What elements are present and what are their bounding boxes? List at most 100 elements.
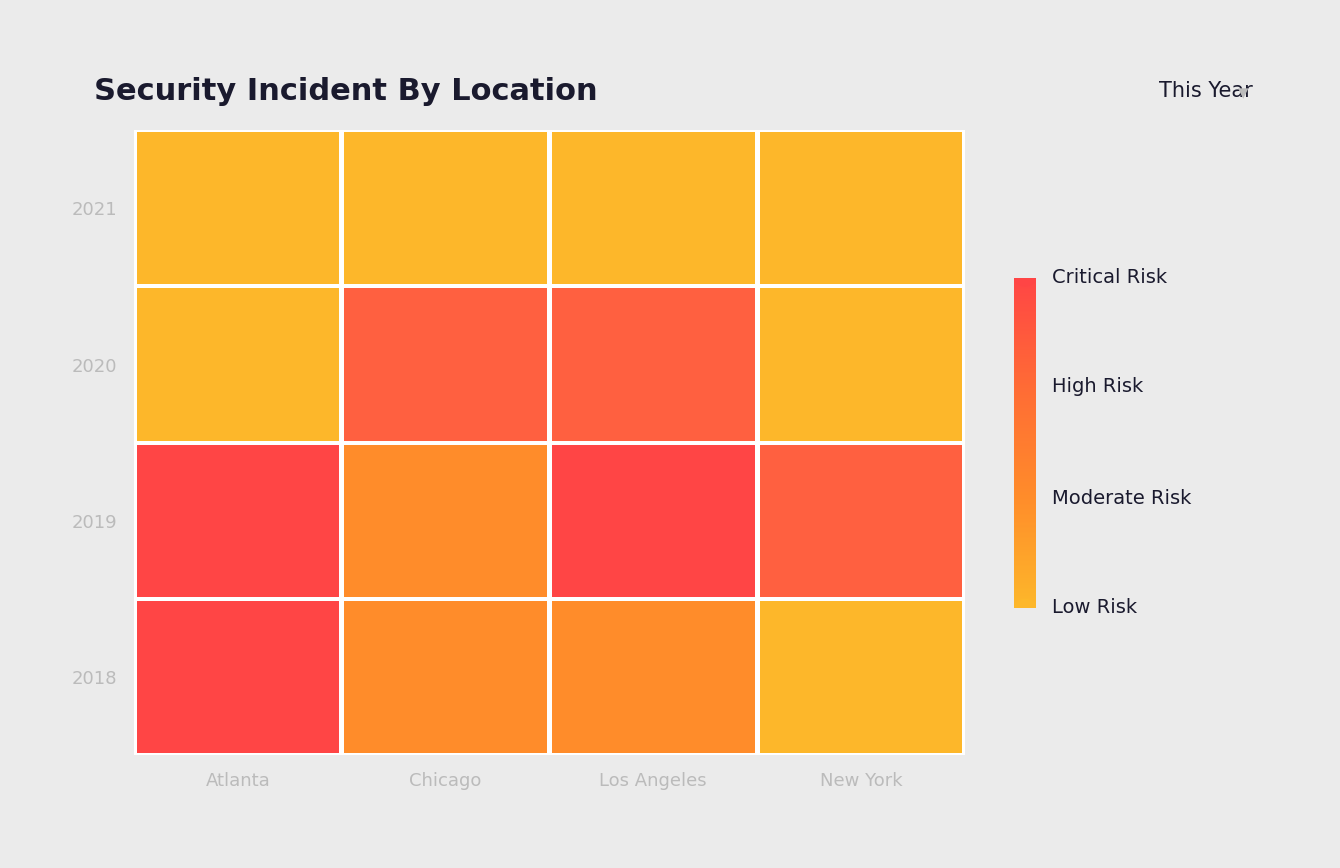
Bar bbox=[1014, 351, 1036, 352]
Bar bbox=[1014, 530, 1036, 532]
Bar bbox=[1014, 316, 1036, 318]
Bar bbox=[1014, 443, 1036, 444]
Bar bbox=[344, 132, 547, 285]
Bar bbox=[1014, 355, 1036, 357]
Bar bbox=[1014, 536, 1036, 538]
Bar bbox=[1014, 417, 1036, 418]
Bar bbox=[1014, 602, 1036, 604]
Bar bbox=[1014, 378, 1036, 380]
Bar bbox=[1014, 281, 1036, 283]
Bar bbox=[1014, 543, 1036, 545]
Bar bbox=[1014, 556, 1036, 558]
Bar bbox=[1014, 446, 1036, 448]
Bar bbox=[1014, 373, 1036, 375]
Bar bbox=[1014, 421, 1036, 423]
Bar bbox=[1014, 360, 1036, 362]
Bar bbox=[1014, 388, 1036, 390]
Bar bbox=[1014, 340, 1036, 342]
Bar bbox=[1014, 444, 1036, 446]
Bar bbox=[1014, 303, 1036, 304]
Bar bbox=[1014, 327, 1036, 329]
Bar bbox=[1014, 575, 1036, 576]
Bar bbox=[1014, 503, 1036, 505]
Bar bbox=[1014, 382, 1036, 384]
Bar bbox=[1014, 402, 1036, 403]
Bar bbox=[1014, 551, 1036, 553]
Bar bbox=[1014, 393, 1036, 395]
Bar bbox=[1014, 301, 1036, 303]
Bar bbox=[1014, 320, 1036, 322]
Bar bbox=[1014, 522, 1036, 523]
Bar bbox=[1014, 293, 1036, 294]
Bar bbox=[1014, 533, 1036, 535]
Bar bbox=[1014, 582, 1036, 583]
Bar bbox=[1014, 413, 1036, 415]
Bar bbox=[1014, 571, 1036, 573]
Bar bbox=[1014, 558, 1036, 560]
Bar bbox=[1014, 562, 1036, 563]
Bar bbox=[1014, 365, 1036, 367]
Bar bbox=[1014, 291, 1036, 293]
Bar bbox=[1014, 560, 1036, 562]
Bar bbox=[1014, 532, 1036, 533]
Bar bbox=[1014, 342, 1036, 344]
Bar bbox=[1014, 431, 1036, 433]
Bar bbox=[1014, 419, 1036, 421]
Bar bbox=[1014, 461, 1036, 463]
Bar bbox=[1014, 324, 1036, 326]
Bar bbox=[1014, 595, 1036, 596]
Bar bbox=[1014, 479, 1036, 481]
Bar bbox=[1014, 540, 1036, 542]
Bar bbox=[1014, 403, 1036, 404]
Bar bbox=[552, 132, 754, 285]
Bar bbox=[1014, 474, 1036, 476]
Bar bbox=[1014, 565, 1036, 567]
Bar bbox=[1014, 372, 1036, 373]
Bar bbox=[1014, 450, 1036, 451]
Bar bbox=[552, 288, 754, 441]
Bar bbox=[1014, 439, 1036, 441]
Bar bbox=[1014, 358, 1036, 360]
Bar bbox=[1014, 451, 1036, 452]
Bar bbox=[1014, 326, 1036, 327]
Bar bbox=[1014, 398, 1036, 400]
Bar bbox=[1014, 600, 1036, 601]
Bar bbox=[1014, 367, 1036, 369]
Bar bbox=[1014, 549, 1036, 550]
Bar bbox=[1014, 459, 1036, 461]
Bar bbox=[1014, 586, 1036, 588]
Bar bbox=[1014, 400, 1036, 401]
Bar bbox=[1014, 553, 1036, 555]
Bar bbox=[1014, 334, 1036, 336]
Bar bbox=[1014, 312, 1036, 314]
Bar bbox=[1014, 433, 1036, 435]
Bar bbox=[1014, 499, 1036, 500]
Bar bbox=[1014, 538, 1036, 540]
Bar bbox=[1014, 477, 1036, 479]
Ellipse shape bbox=[1014, 270, 1036, 286]
Bar bbox=[1014, 567, 1036, 568]
Bar bbox=[1014, 357, 1036, 358]
Bar bbox=[1014, 377, 1036, 378]
Bar bbox=[1014, 418, 1036, 419]
Bar bbox=[137, 132, 339, 285]
Bar bbox=[1014, 426, 1036, 428]
Bar bbox=[1014, 535, 1036, 536]
Bar bbox=[1014, 542, 1036, 543]
Bar bbox=[1014, 349, 1036, 351]
Bar bbox=[1014, 410, 1036, 411]
Bar bbox=[1014, 395, 1036, 397]
Bar bbox=[1014, 370, 1036, 372]
Bar bbox=[1014, 523, 1036, 525]
Text: ▾: ▾ bbox=[1238, 82, 1249, 103]
Bar bbox=[1014, 588, 1036, 589]
Bar bbox=[1014, 547, 1036, 549]
Bar bbox=[1014, 568, 1036, 569]
Bar bbox=[1014, 578, 1036, 580]
Bar bbox=[1014, 314, 1036, 316]
Bar bbox=[1014, 345, 1036, 347]
Bar bbox=[1014, 411, 1036, 413]
Bar bbox=[1014, 353, 1036, 355]
Text: Critical Risk: Critical Risk bbox=[1052, 268, 1167, 287]
Bar bbox=[1014, 436, 1036, 437]
